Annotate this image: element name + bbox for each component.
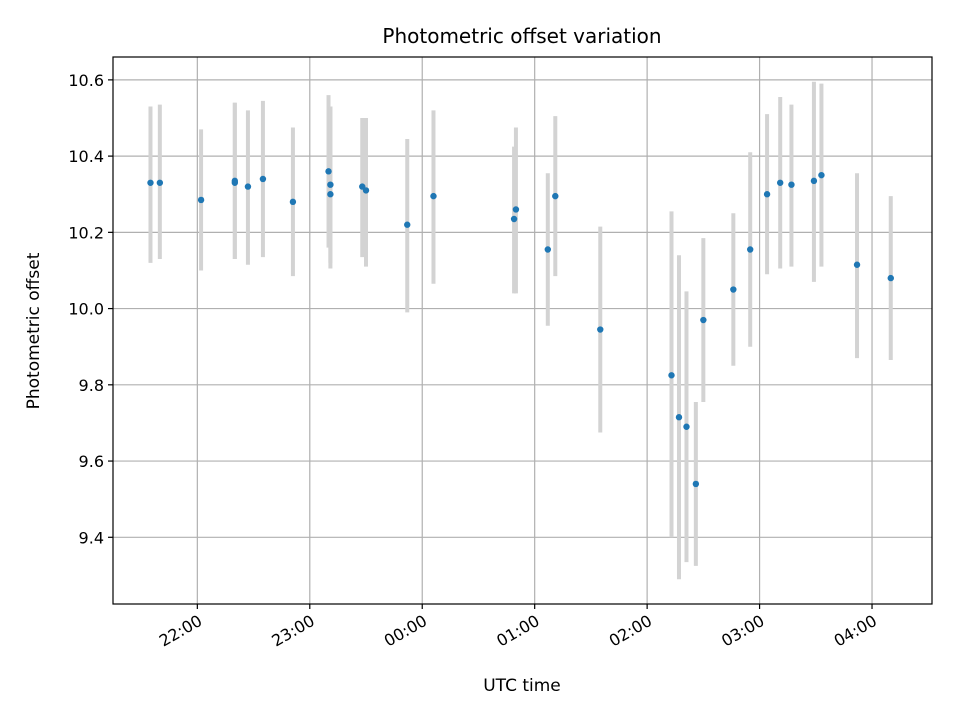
data-point (327, 181, 334, 188)
x-axis-label: UTC time (483, 676, 561, 696)
data-point (231, 179, 239, 186)
y-tick-label: 10.4 (68, 147, 104, 166)
data-point (887, 274, 894, 282)
data-point (853, 261, 861, 268)
data-point (683, 423, 690, 430)
data-point (244, 183, 252, 190)
y-axis-label: Photometric offset (24, 252, 44, 409)
y-tick-label: 10.0 (68, 300, 104, 319)
data-point (730, 286, 737, 293)
y-tick-label: 9.8 (79, 376, 104, 395)
data-point (156, 179, 164, 186)
data-point (325, 168, 332, 175)
data-point (404, 221, 411, 228)
y-tick-label: 9.4 (79, 528, 104, 547)
data-point (747, 246, 754, 253)
data-point (430, 192, 437, 200)
data-point (788, 181, 795, 188)
data-point (362, 187, 370, 194)
data-points (147, 168, 894, 488)
y-tick-label: 10.2 (68, 223, 104, 242)
data-point (675, 414, 683, 421)
plot-frame (112, 56, 933, 605)
data-point (544, 246, 552, 253)
y-axis: 9.4 9.6 9.8 10.0 10.2 10.4 10.6 (68, 71, 113, 547)
data-point (327, 191, 334, 198)
y-tick-label: 10.6 (68, 71, 104, 90)
data-point (197, 196, 205, 204)
data-point (700, 316, 707, 324)
data-point (668, 372, 675, 379)
y-tick-label: 9.6 (79, 452, 104, 471)
data-point (776, 179, 784, 186)
data-point (810, 177, 818, 185)
data-point (552, 192, 559, 200)
data-point (763, 191, 771, 198)
data-point (147, 179, 154, 186)
data-point (512, 206, 520, 213)
data-point (289, 198, 297, 206)
data-point (259, 175, 267, 183)
data-point (510, 215, 518, 223)
data-point (818, 171, 825, 179)
data-point (597, 326, 604, 333)
data-point (692, 480, 700, 488)
chart-title: Photometric offset variation (382, 24, 661, 48)
